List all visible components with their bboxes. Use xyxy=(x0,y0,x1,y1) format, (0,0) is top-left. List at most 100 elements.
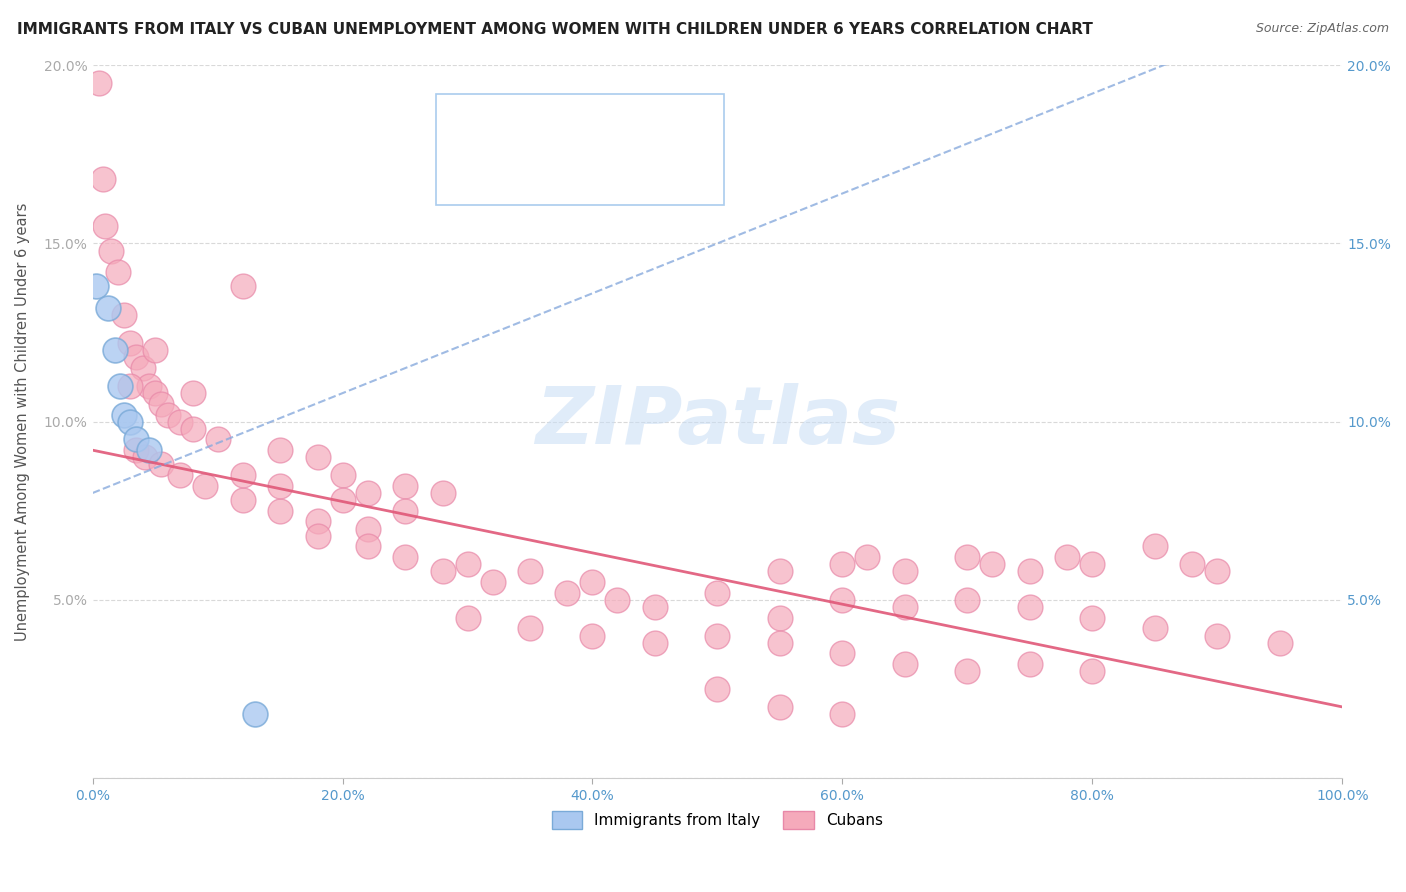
Point xyxy=(706,682,728,697)
Point xyxy=(125,433,148,447)
Point xyxy=(1018,565,1040,579)
Point xyxy=(269,504,291,518)
Point xyxy=(232,468,254,483)
Point xyxy=(120,415,142,429)
Point xyxy=(150,458,173,472)
Point xyxy=(169,468,191,483)
Point xyxy=(394,504,416,518)
Point xyxy=(831,558,853,572)
Text: N =: N = xyxy=(600,166,636,181)
Point xyxy=(1181,558,1204,572)
Point xyxy=(150,397,173,411)
Point xyxy=(1143,622,1166,636)
Point xyxy=(232,493,254,508)
FancyBboxPatch shape xyxy=(375,83,560,174)
Point xyxy=(332,493,354,508)
Point xyxy=(91,172,114,186)
Point xyxy=(644,636,666,650)
Point xyxy=(156,408,179,422)
Text: ZIPatlas: ZIPatlas xyxy=(534,383,900,460)
Point xyxy=(307,529,329,543)
Point xyxy=(894,600,917,615)
Point xyxy=(108,379,131,393)
Point xyxy=(1206,565,1229,579)
Point xyxy=(94,219,117,233)
Point xyxy=(104,343,127,358)
Point xyxy=(831,706,853,721)
FancyBboxPatch shape xyxy=(375,128,560,219)
Point xyxy=(606,593,628,607)
Point xyxy=(243,706,266,721)
Legend: Immigrants from Italy, Cubans: Immigrants from Italy, Cubans xyxy=(546,805,890,835)
Point xyxy=(307,515,329,529)
Point xyxy=(307,450,329,465)
Point xyxy=(432,565,454,579)
Point xyxy=(138,379,160,393)
Point xyxy=(706,586,728,600)
Point xyxy=(134,450,156,465)
Point xyxy=(769,700,792,714)
Point xyxy=(432,486,454,500)
Point xyxy=(269,443,291,458)
Point xyxy=(1081,611,1104,625)
Text: R =: R = xyxy=(491,166,523,181)
Text: Source: ZipAtlas.com: Source: ZipAtlas.com xyxy=(1256,22,1389,36)
Point xyxy=(356,486,378,500)
Point xyxy=(120,379,142,393)
Point xyxy=(97,301,120,315)
Point xyxy=(112,408,135,422)
Point xyxy=(956,593,979,607)
Point xyxy=(581,575,603,590)
Text: IMMIGRANTS FROM ITALY VS CUBAN UNEMPLOYMENT AMONG WOMEN WITH CHILDREN UNDER 6 YE: IMMIGRANTS FROM ITALY VS CUBAN UNEMPLOYM… xyxy=(17,22,1092,37)
Point xyxy=(143,386,166,401)
Y-axis label: Unemployment Among Women with Children Under 6 years: Unemployment Among Women with Children U… xyxy=(15,202,30,640)
Point xyxy=(1018,657,1040,672)
Point xyxy=(956,550,979,565)
Point xyxy=(112,308,135,322)
Point xyxy=(769,636,792,650)
Point xyxy=(181,386,204,401)
Point xyxy=(769,611,792,625)
Point xyxy=(831,647,853,661)
Point xyxy=(981,558,1004,572)
Point xyxy=(143,343,166,358)
Point xyxy=(269,479,291,493)
Point xyxy=(125,351,148,365)
Point xyxy=(394,550,416,565)
Point xyxy=(107,265,129,279)
Point xyxy=(956,665,979,679)
Point xyxy=(125,443,148,458)
Point xyxy=(706,629,728,643)
Text: 0.125: 0.125 xyxy=(543,121,592,136)
Point xyxy=(644,600,666,615)
Point xyxy=(169,415,191,429)
Point xyxy=(856,550,879,565)
Point xyxy=(894,657,917,672)
Point xyxy=(557,586,579,600)
Point xyxy=(769,565,792,579)
Point xyxy=(1206,629,1229,643)
Point xyxy=(138,443,160,458)
Point xyxy=(181,422,204,436)
Point xyxy=(481,575,503,590)
Point xyxy=(894,565,917,579)
Point xyxy=(356,522,378,536)
Text: N =: N = xyxy=(600,121,636,136)
Text: 85: 85 xyxy=(645,166,666,181)
Point xyxy=(581,629,603,643)
Text: R =: R = xyxy=(491,121,523,136)
Point xyxy=(356,540,378,554)
Point xyxy=(1018,600,1040,615)
Point xyxy=(1056,550,1078,565)
Point xyxy=(131,361,153,376)
Point xyxy=(1081,665,1104,679)
Point xyxy=(207,433,229,447)
Point xyxy=(394,479,416,493)
Point xyxy=(457,558,479,572)
Point xyxy=(100,244,122,258)
Point xyxy=(194,479,217,493)
Point xyxy=(457,611,479,625)
Text: -0.388: -0.388 xyxy=(543,166,598,181)
Point xyxy=(519,565,541,579)
Point xyxy=(120,336,142,351)
